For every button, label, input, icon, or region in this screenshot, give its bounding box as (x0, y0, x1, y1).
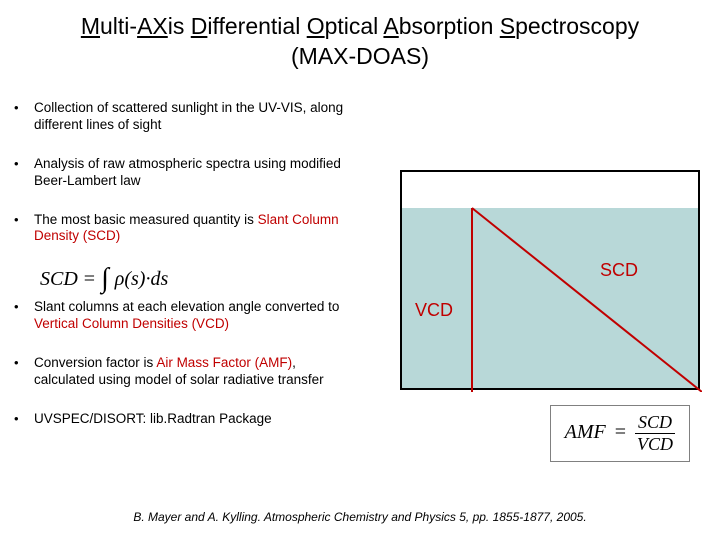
amf-equation: AMF = SCD VCD (550, 405, 690, 462)
bullet-item: UVSPEC/DISORT: lib.Radtran Package (12, 411, 352, 428)
eq-lhs: SCD (40, 268, 78, 291)
amf-fraction: SCD VCD (635, 412, 675, 455)
bullet-text: Analysis of raw atmospheric spectra usin… (34, 156, 341, 188)
scd-line (472, 208, 702, 392)
diagram-lines (402, 172, 702, 392)
bullet-text: The most basic measured quantity is (34, 212, 258, 227)
citation-text: B. Mayer and A. Kylling. Atmospheric Che… (0, 510, 720, 524)
amf-numerator: SCD (635, 412, 675, 434)
amf-equals: = (611, 421, 630, 443)
title-underlined-letter: A (383, 13, 398, 39)
bullet-text: Collection of scattered sunlight in the … (34, 100, 343, 132)
title-underlined-letter: D (191, 13, 208, 39)
title-line2: (MAX-DOAS) (291, 43, 429, 69)
scd-label: SCD (600, 260, 638, 281)
integral-symbol: ∫ (101, 268, 109, 290)
bullet-item: Analysis of raw atmospheric spectra usin… (12, 156, 352, 190)
bullet-item: Conversion factor is Air Mass Factor (AM… (12, 355, 352, 389)
title-underlined-letter: AX (137, 13, 168, 39)
title-text-fragment: ptical (325, 13, 384, 39)
bullet-emphasis: Air Mass Factor (AMF) (156, 355, 292, 370)
title-text-fragment: ifferential (207, 13, 306, 39)
geometry-diagram (400, 170, 700, 390)
bullet-text: UVSPEC/DISORT: lib.Radtran Package (34, 411, 272, 426)
title-underlined-letter: M (81, 13, 100, 39)
bullet-text: Conversion factor is (34, 355, 156, 370)
bullet-item: Collection of scattered sunlight in the … (12, 100, 352, 134)
title-text-fragment: bsorption (399, 13, 500, 39)
title-text-fragment: is (168, 13, 191, 39)
eq-integrand: ρ(s)·ds (115, 268, 169, 291)
scd-integral-equation: SCD = ∫ ρ(s)·ds (40, 268, 168, 291)
title-text-fragment: pectroscopy (515, 13, 639, 39)
page-title: Multi-AXis Differential Optical Absorpti… (0, 0, 720, 76)
title-underlined-letter: O (307, 13, 325, 39)
vcd-label: VCD (415, 300, 453, 321)
title-text-fragment: ulti- (100, 13, 137, 39)
bullet-item: Slant columns at each elevation angle co… (12, 299, 352, 333)
amf-lhs: AMF (565, 421, 606, 443)
title-line1: Multi-AXis Differential Optical Absorpti… (81, 13, 639, 39)
eq-equals: = (84, 268, 95, 291)
bullet-item: The most basic measured quantity is Slan… (12, 212, 352, 246)
bullet-text: Slant columns at each elevation angle co… (34, 299, 339, 314)
amf-denominator: VCD (635, 434, 675, 455)
bullet-emphasis: Vertical Column Densities (VCD) (34, 316, 229, 331)
title-underlined-letter: S (500, 13, 515, 39)
